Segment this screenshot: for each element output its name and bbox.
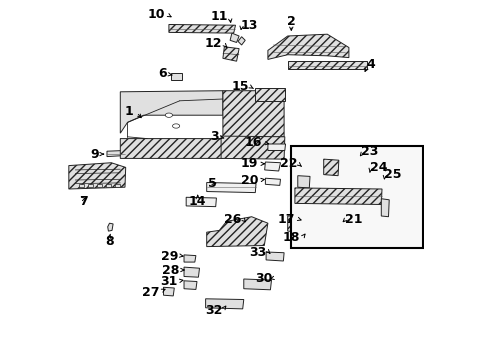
Polygon shape [381, 199, 388, 217]
Polygon shape [297, 176, 309, 188]
Text: 9: 9 [91, 148, 99, 161]
Text: 2: 2 [286, 15, 295, 28]
Polygon shape [206, 217, 267, 247]
Text: 20: 20 [240, 174, 258, 186]
Polygon shape [291, 236, 307, 245]
Polygon shape [183, 255, 196, 262]
Polygon shape [294, 188, 381, 204]
Ellipse shape [172, 124, 179, 128]
Ellipse shape [165, 113, 172, 117]
FancyBboxPatch shape [290, 146, 422, 248]
Text: 4: 4 [366, 58, 375, 71]
Text: 23: 23 [361, 145, 378, 158]
Text: 13: 13 [241, 19, 258, 32]
Text: 22: 22 [280, 157, 297, 170]
Polygon shape [264, 162, 280, 171]
Polygon shape [244, 279, 271, 290]
Text: 1: 1 [124, 105, 133, 118]
Text: 7: 7 [79, 195, 87, 208]
Polygon shape [238, 37, 244, 45]
Polygon shape [267, 144, 285, 150]
Polygon shape [223, 47, 239, 61]
Polygon shape [287, 216, 306, 232]
Polygon shape [287, 61, 366, 69]
Text: 14: 14 [188, 195, 206, 208]
Polygon shape [170, 73, 181, 80]
Text: 3: 3 [210, 130, 219, 143]
Polygon shape [120, 91, 284, 158]
Text: 17: 17 [277, 213, 294, 226]
Polygon shape [221, 136, 284, 159]
Text: 32: 32 [204, 304, 222, 317]
Polygon shape [107, 150, 125, 157]
Polygon shape [323, 217, 340, 233]
Polygon shape [265, 178, 280, 185]
Text: 5: 5 [208, 177, 217, 190]
Text: 28: 28 [161, 264, 179, 277]
Bar [115, 184, 120, 187]
Text: 24: 24 [369, 161, 386, 174]
Bar [79, 184, 84, 187]
Text: 19: 19 [240, 157, 258, 170]
Text: 29: 29 [160, 250, 178, 263]
Text: 31: 31 [160, 275, 178, 288]
Text: 27: 27 [142, 286, 160, 299]
Polygon shape [254, 88, 284, 101]
Text: 18: 18 [283, 231, 300, 244]
Text: 30: 30 [255, 273, 272, 285]
Polygon shape [205, 299, 244, 309]
Text: 10: 10 [147, 8, 165, 21]
Text: 15: 15 [231, 80, 248, 93]
Polygon shape [183, 281, 197, 289]
Polygon shape [69, 163, 125, 189]
Text: 33: 33 [248, 246, 265, 258]
Polygon shape [120, 91, 223, 133]
Text: 25: 25 [384, 168, 401, 181]
Text: 8: 8 [105, 235, 114, 248]
Text: 26: 26 [223, 213, 241, 226]
Bar [97, 184, 102, 187]
Polygon shape [267, 34, 348, 59]
Text: 6: 6 [158, 67, 167, 80]
Polygon shape [183, 267, 199, 277]
Polygon shape [265, 252, 284, 261]
Text: 11: 11 [210, 10, 228, 23]
Polygon shape [163, 287, 174, 296]
Bar [88, 184, 93, 187]
Polygon shape [230, 33, 239, 42]
Polygon shape [168, 24, 235, 33]
Text: 12: 12 [204, 37, 222, 50]
Text: 21: 21 [345, 213, 362, 226]
Polygon shape [206, 183, 256, 193]
Polygon shape [323, 159, 338, 176]
Polygon shape [186, 197, 216, 207]
Text: 16: 16 [244, 136, 261, 149]
Bar [106, 184, 111, 187]
Polygon shape [107, 223, 113, 231]
